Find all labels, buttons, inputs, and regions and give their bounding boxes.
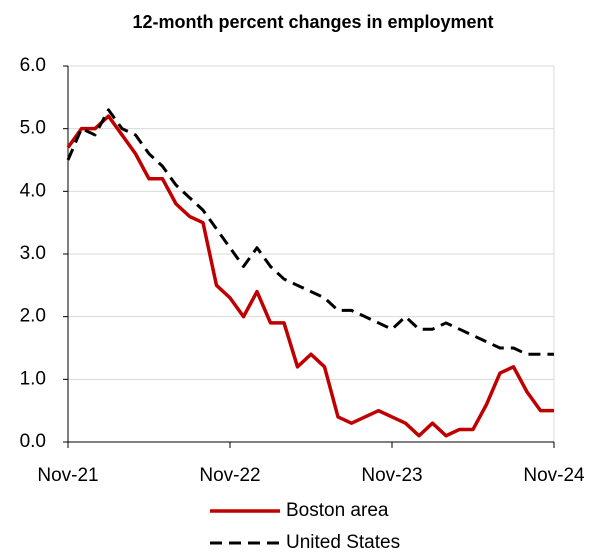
x-tick-label: Nov-22 — [199, 465, 260, 486]
legend-label: United States — [286, 532, 400, 553]
y-tick-label: 2.0 — [20, 306, 46, 327]
x-tick-label: Nov-24 — [523, 465, 585, 486]
y-tick-label: 6.0 — [20, 55, 46, 76]
x-tick-label: Nov-21 — [37, 465, 98, 486]
legend-label: Boston area — [286, 500, 389, 521]
series-line — [66, 114, 554, 438]
y-tick-label: 1.0 — [20, 368, 46, 389]
chart-title: 12-month percent changes in employment — [132, 12, 493, 32]
y-tick-label: 4.0 — [20, 180, 46, 201]
y-tick-label: 5.0 — [20, 118, 46, 139]
x-tick-label: Nov-23 — [361, 465, 422, 486]
y-tick-label: 0.0 — [20, 431, 46, 452]
y-tick-label: 3.0 — [20, 243, 46, 264]
series-line — [66, 108, 554, 356]
